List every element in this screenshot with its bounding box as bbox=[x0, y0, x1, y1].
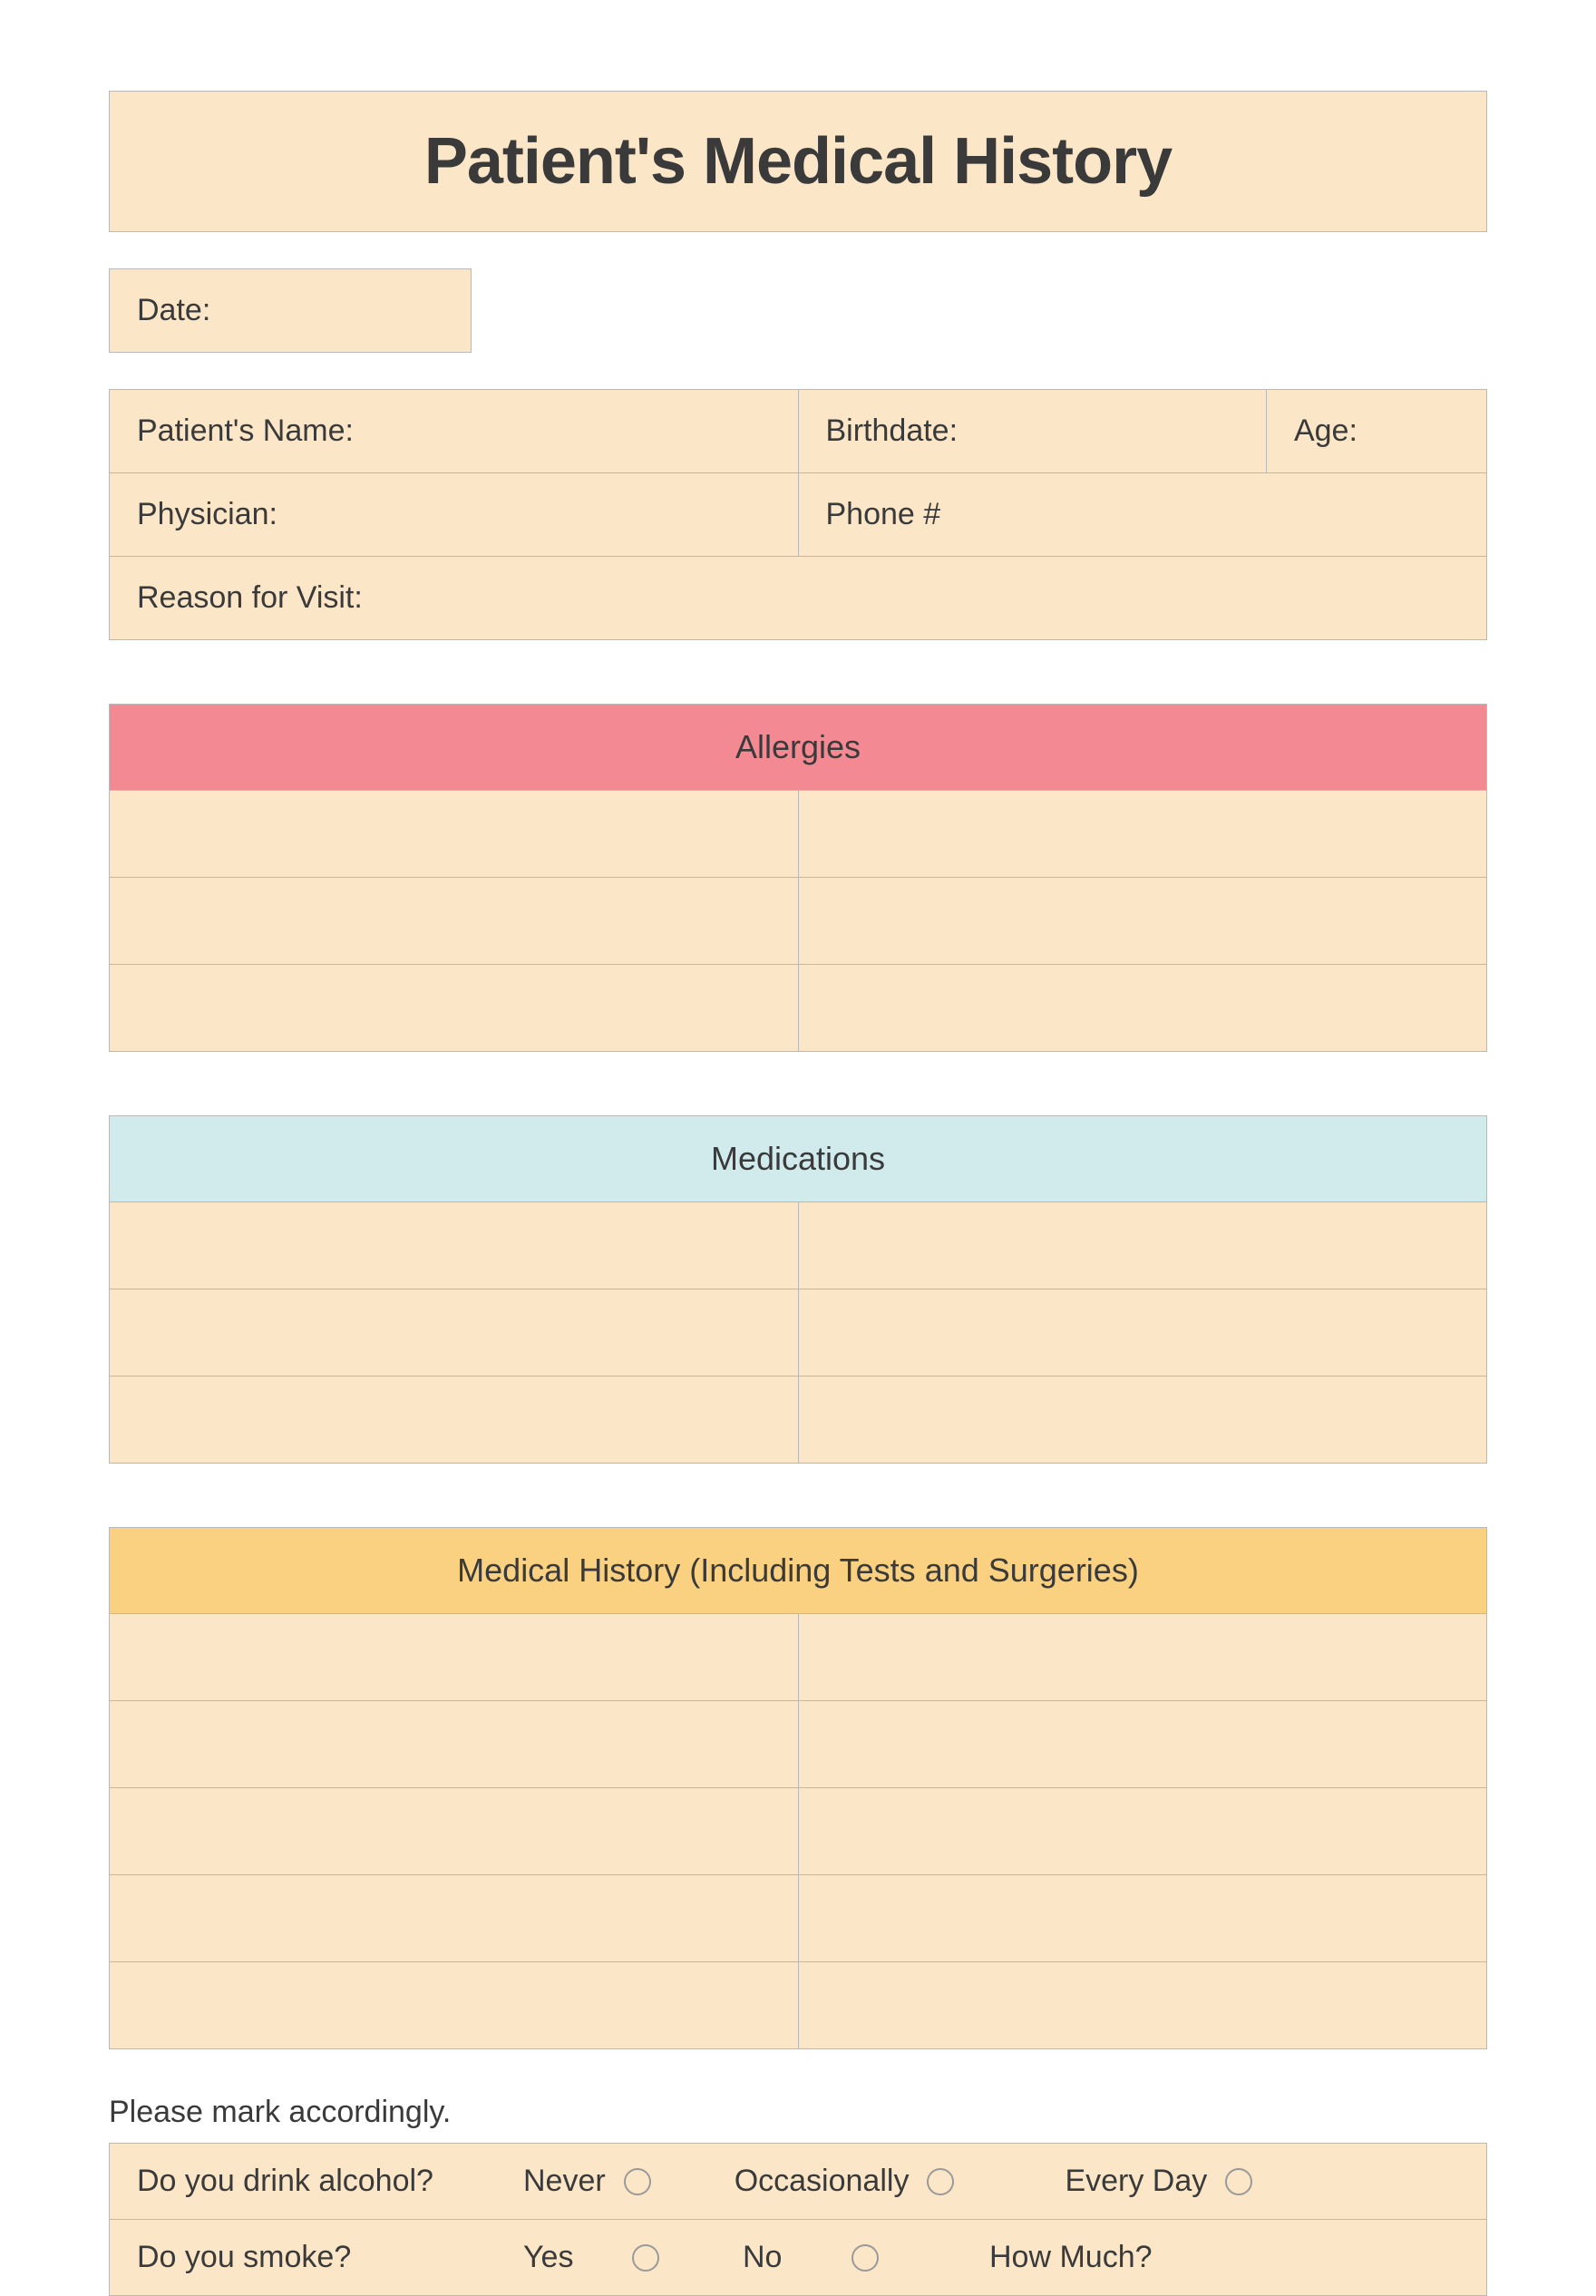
radio-icon bbox=[1225, 2168, 1252, 2195]
medical-history-cell[interactable] bbox=[110, 1701, 799, 1788]
medical-history-header: Medical History (Including Tests and Sur… bbox=[110, 1528, 1487, 1614]
medical-history-cell[interactable] bbox=[798, 1962, 1487, 2049]
medications-header: Medications bbox=[110, 1116, 1487, 1202]
medications-cell[interactable] bbox=[798, 1202, 1487, 1289]
allergies-cell[interactable] bbox=[798, 965, 1487, 1052]
alcohol-option-never[interactable]: Never bbox=[523, 2164, 651, 2199]
medical-history-cell[interactable] bbox=[798, 1875, 1487, 1962]
medical-history-cell[interactable] bbox=[798, 1701, 1487, 1788]
reason-field[interactable]: Reason for Visit: bbox=[110, 557, 1487, 640]
alcohol-option-everyday[interactable]: Every Day bbox=[1065, 2164, 1252, 2199]
patient-name-field[interactable]: Patient's Name: bbox=[110, 390, 799, 473]
lifestyle-questions: Do you drink alcohol? Never Occasionally… bbox=[109, 2143, 1487, 2296]
birthdate-field[interactable]: Birthdate: bbox=[798, 390, 1266, 473]
medications-cell[interactable] bbox=[110, 1289, 799, 1377]
allergies-cell[interactable] bbox=[798, 791, 1487, 878]
mark-instruction: Please mark accordingly. bbox=[109, 2095, 1487, 2130]
medical-history-cell[interactable] bbox=[798, 1614, 1487, 1701]
allergies-header: Allergies bbox=[110, 705, 1487, 791]
medical-history-cell[interactable] bbox=[110, 1962, 799, 2049]
smoke-how-much-label: How Much? bbox=[989, 2240, 1153, 2275]
medications-cell[interactable] bbox=[798, 1289, 1487, 1377]
medications-cell[interactable] bbox=[110, 1202, 799, 1289]
alcohol-question-row: Do you drink alcohol? Never Occasionally… bbox=[110, 2144, 1487, 2220]
radio-icon bbox=[624, 2168, 651, 2195]
radio-icon bbox=[927, 2168, 954, 2195]
medications-cell[interactable] bbox=[110, 1377, 799, 1464]
page-title-box: Patient's Medical History bbox=[109, 91, 1487, 232]
alcohol-option-occasionally[interactable]: Occasionally bbox=[735, 2164, 955, 2199]
patient-info-table: Patient's Name: Birthdate: Age: Physicia… bbox=[109, 389, 1487, 640]
phone-field[interactable]: Phone # bbox=[798, 473, 1487, 557]
medical-history-cell[interactable] bbox=[110, 1875, 799, 1962]
date-field[interactable]: Date: bbox=[109, 268, 472, 353]
smoke-question-row: Do you smoke? Yes No How Much? bbox=[110, 2220, 1487, 2296]
allergies-section: Allergies bbox=[109, 704, 1487, 1052]
medications-cell[interactable] bbox=[798, 1377, 1487, 1464]
medical-history-cell[interactable] bbox=[110, 1788, 799, 1875]
date-label: Date: bbox=[137, 293, 210, 327]
radio-icon bbox=[632, 2244, 659, 2272]
smoke-option-no[interactable]: No bbox=[743, 2240, 879, 2275]
medical-history-section: Medical History (Including Tests and Sur… bbox=[109, 1527, 1487, 2049]
medications-section: Medications bbox=[109, 1115, 1487, 1464]
medical-history-cell[interactable] bbox=[110, 1614, 799, 1701]
age-field[interactable]: Age: bbox=[1266, 390, 1486, 473]
smoke-question-label: Do you smoke? bbox=[137, 2240, 509, 2275]
page-title: Patient's Medical History bbox=[128, 124, 1468, 199]
allergies-cell[interactable] bbox=[110, 878, 799, 965]
smoke-option-yes[interactable]: Yes bbox=[523, 2240, 659, 2275]
allergies-cell[interactable] bbox=[110, 965, 799, 1052]
medical-history-cell[interactable] bbox=[798, 1788, 1487, 1875]
alcohol-question-label: Do you drink alcohol? bbox=[137, 2164, 509, 2199]
physician-field[interactable]: Physician: bbox=[110, 473, 799, 557]
radio-icon bbox=[852, 2244, 879, 2272]
allergies-cell[interactable] bbox=[110, 791, 799, 878]
allergies-cell[interactable] bbox=[798, 878, 1487, 965]
